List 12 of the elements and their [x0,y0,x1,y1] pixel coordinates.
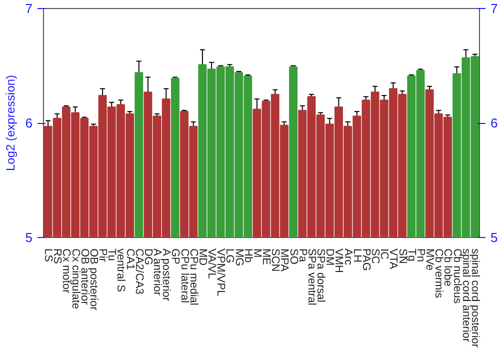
y2-tick-label: 7 [490,1,498,16]
y-tick-label: 6 [25,116,33,130]
y-tick-label: 7 [25,1,33,16]
x-tick-label: SO [287,248,300,265]
y-tick-label: 5 [25,230,33,245]
y2-tick-label: 6 [490,116,498,130]
x-tick-label: LS [42,248,54,262]
y-axis-title: Log2 (expression) [3,74,18,172]
x-tick-label: VA/VL [206,248,218,279]
x-tick-label: LG [224,248,236,264]
x-tick-label: SC [369,248,382,264]
y2-tick-label: 5 [490,230,498,245]
